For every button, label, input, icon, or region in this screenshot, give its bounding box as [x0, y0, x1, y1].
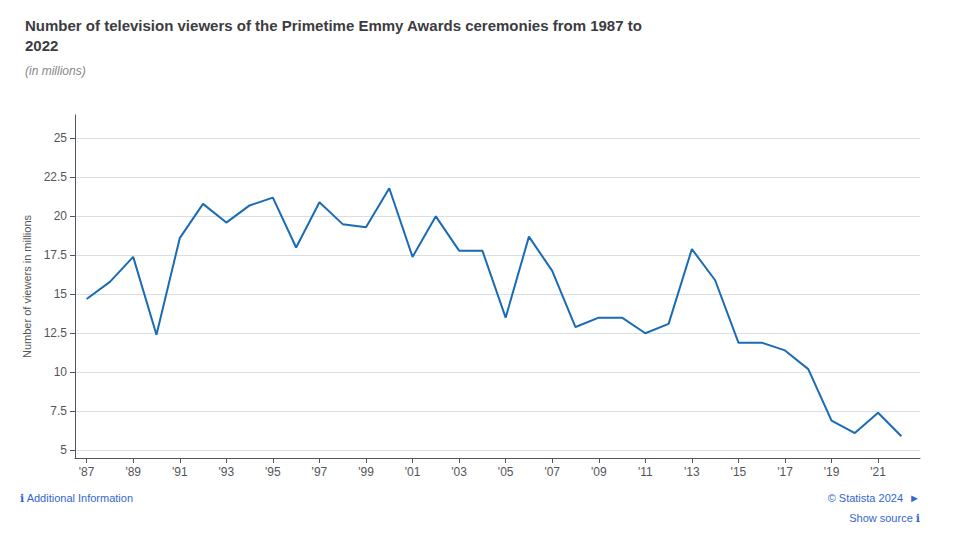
svg-text:20: 20 — [54, 209, 68, 223]
svg-text:25: 25 — [54, 131, 68, 145]
svg-text:© Statista 2024 ►: © Statista 2024 ► — [828, 492, 920, 504]
svg-text:'15: '15 — [731, 465, 747, 479]
svg-text:'89: '89 — [125, 465, 141, 479]
svg-text:'95: '95 — [265, 465, 281, 479]
svg-text:'07: '07 — [544, 465, 560, 479]
svg-text:Show source ℹ: Show source ℹ — [849, 512, 920, 524]
svg-text:'05: '05 — [498, 465, 514, 479]
svg-text:'01: '01 — [405, 465, 421, 479]
svg-text:15: 15 — [54, 287, 68, 301]
svg-text:'11: '11 — [638, 465, 653, 479]
svg-text:7.5: 7.5 — [50, 404, 67, 418]
svg-text:'21: '21 — [870, 465, 886, 479]
svg-text:'13: '13 — [684, 465, 700, 479]
svg-text:'19: '19 — [824, 465, 840, 479]
svg-text:10: 10 — [54, 365, 68, 379]
svg-text:2022: 2022 — [25, 37, 58, 54]
svg-text:(in millions): (in millions) — [25, 64, 86, 78]
svg-text:ℹ Additional Information: ℹ Additional Information — [20, 492, 133, 504]
svg-text:17.5: 17.5 — [44, 248, 68, 262]
svg-text:'91: '91 — [172, 465, 188, 479]
svg-text:'09: '09 — [591, 465, 607, 479]
svg-text:22.5: 22.5 — [44, 170, 68, 184]
svg-text:'17: '17 — [777, 465, 793, 479]
svg-text:12.5: 12.5 — [44, 326, 68, 340]
svg-text:'97: '97 — [312, 465, 328, 479]
svg-text:5: 5 — [60, 443, 67, 457]
svg-text:'93: '93 — [218, 465, 234, 479]
svg-text:'99: '99 — [358, 465, 374, 479]
svg-text:'87: '87 — [79, 465, 95, 479]
svg-text:Number of television viewers o: Number of television viewers of the Prim… — [25, 17, 642, 34]
svg-text:'03: '03 — [451, 465, 467, 479]
svg-text:Number of viewers in millions: Number of viewers in millions — [21, 214, 33, 358]
